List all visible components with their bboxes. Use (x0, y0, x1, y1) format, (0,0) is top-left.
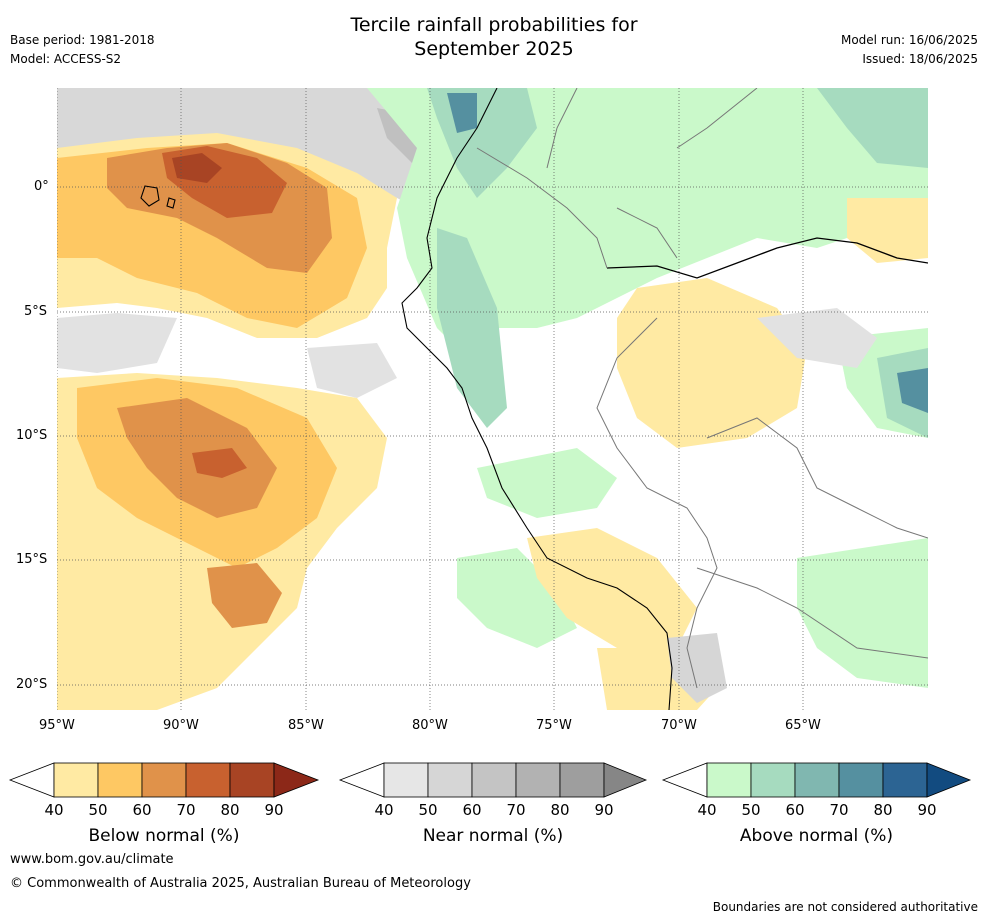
graticule (57, 88, 928, 710)
cb0-tick-80: 80 (220, 801, 240, 819)
lat-tick-20s: 20°S (16, 677, 48, 692)
cb0-tick-40: 40 (44, 801, 64, 819)
cb2-under (661, 762, 708, 798)
below-normal-region-south-70 (192, 448, 247, 478)
below-normal-region-north-80 (172, 153, 222, 183)
lat-tick-10s: 10°S (16, 428, 48, 443)
above-normal-region-se (797, 538, 928, 688)
below-normal-region-interior (617, 278, 807, 448)
cb0-tick-70: 70 (176, 801, 196, 819)
probability-map[interactable] (57, 88, 928, 710)
model-run: Model run: 16/06/2025 (840, 33, 978, 47)
above-normal-region-east-60 (897, 368, 928, 413)
cb1-seg-60 (427, 762, 473, 798)
cb2-over (926, 762, 972, 798)
lon-tick-95w: 95°W (39, 718, 75, 733)
map-title: Tercile rainfall probabilities for Septe… (0, 13, 988, 61)
lat-tick-15s: 15°S (16, 552, 48, 567)
cb2-seg-70 (794, 762, 840, 798)
cb2-tick-90: 90 (917, 801, 937, 819)
near-normal-region-offshore (307, 343, 397, 398)
cb2-tick-80: 80 (873, 801, 893, 819)
boundary-disclaimer: Boundaries are not considered authoritat… (712, 900, 978, 914)
cb0-tick-90: 90 (264, 801, 284, 819)
cb0-seg-50 (53, 762, 99, 798)
cb0-tick-50: 50 (88, 801, 108, 819)
source-url[interactable]: www.bom.gov.au/climate (10, 852, 174, 867)
cb1-seg-50 (383, 762, 429, 798)
above-normal-region-north-60 (447, 93, 477, 133)
colorbar-near-normal (338, 762, 648, 798)
cb1-label: Near normal (%) (422, 826, 564, 846)
issued-date: Issued: 18/06/2025 (862, 52, 978, 66)
cb0-seg-70 (141, 762, 187, 798)
cb2-label: Above normal (%) (739, 826, 894, 846)
below-normal-region-southwest-60 (207, 563, 282, 628)
model-name: Model: ACCESS-S2 (10, 52, 122, 66)
cb1-tick-70: 70 (506, 801, 526, 819)
cb1-seg-70 (471, 762, 517, 798)
lon-tick-75w: 75°W (536, 718, 572, 733)
lat-tick-5s: 5°S (24, 304, 48, 319)
near-normal-region-coast (667, 633, 727, 703)
title-line-2: September 2025 (414, 38, 574, 60)
title-line-1: Tercile rainfall probabilities for (350, 14, 638, 36)
lon-tick-80w: 80°W (412, 718, 448, 733)
cb1-tick-50: 50 (418, 801, 438, 819)
colorbars (8, 762, 972, 798)
cb2-seg-90 (882, 762, 928, 798)
lon-tick-85w: 85°W (288, 718, 324, 733)
lon-tick-90w: 90°W (163, 718, 199, 733)
cb2-tick-60: 60 (785, 801, 805, 819)
lat-tick-0: 0° (34, 179, 49, 194)
cb2-tick-70: 70 (829, 801, 849, 819)
colorbar-above-normal (661, 762, 972, 798)
cb1-under (338, 762, 385, 798)
map-canvas (57, 88, 928, 710)
cb2-tick-40: 40 (697, 801, 717, 819)
cb1-seg-80 (515, 762, 561, 798)
colorbar-below-normal (8, 762, 320, 798)
cb0-tick-60: 60 (132, 801, 152, 819)
cb0-under (8, 762, 55, 798)
cb2-seg-80 (838, 762, 884, 798)
near-normal-region-interior (757, 308, 877, 368)
cb0-label: Below normal (%) (88, 826, 240, 846)
coastline-galapagos (140, 185, 176, 209)
cb0-seg-80 (185, 762, 231, 798)
cb1-tick-90: 90 (594, 801, 614, 819)
cb0-over (273, 762, 320, 798)
near-normal-region-west (57, 313, 177, 373)
cb1-over (603, 762, 648, 798)
cb1-tick-80: 80 (550, 801, 570, 819)
lon-tick-70w: 70°W (661, 718, 697, 733)
coastline-pacific (401, 88, 673, 710)
below-normal-region-east (847, 198, 928, 263)
cb2-tick-50: 50 (741, 801, 761, 819)
above-normal-region-ne-50 (817, 88, 928, 168)
country-borders (476, 88, 928, 689)
above-normal-region-center (477, 448, 617, 518)
lon-tick-65w: 65°W (785, 718, 821, 733)
base-period: Base period: 1981-2018 (10, 33, 155, 47)
cb2-seg-60 (750, 762, 796, 798)
amazon-river (606, 237, 928, 279)
cb1-seg-90 (559, 762, 605, 798)
copyright: © Commonwealth of Australia 2025, Austra… (10, 876, 471, 891)
cb2-seg-50 (706, 762, 752, 798)
above-normal-region-south (457, 548, 577, 648)
cb0-seg-90 (229, 762, 275, 798)
cb1-tick-60: 60 (462, 801, 482, 819)
cb0-seg-60 (97, 762, 143, 798)
cb1-tick-40: 40 (374, 801, 394, 819)
near-normal-region-nw (57, 88, 457, 218)
